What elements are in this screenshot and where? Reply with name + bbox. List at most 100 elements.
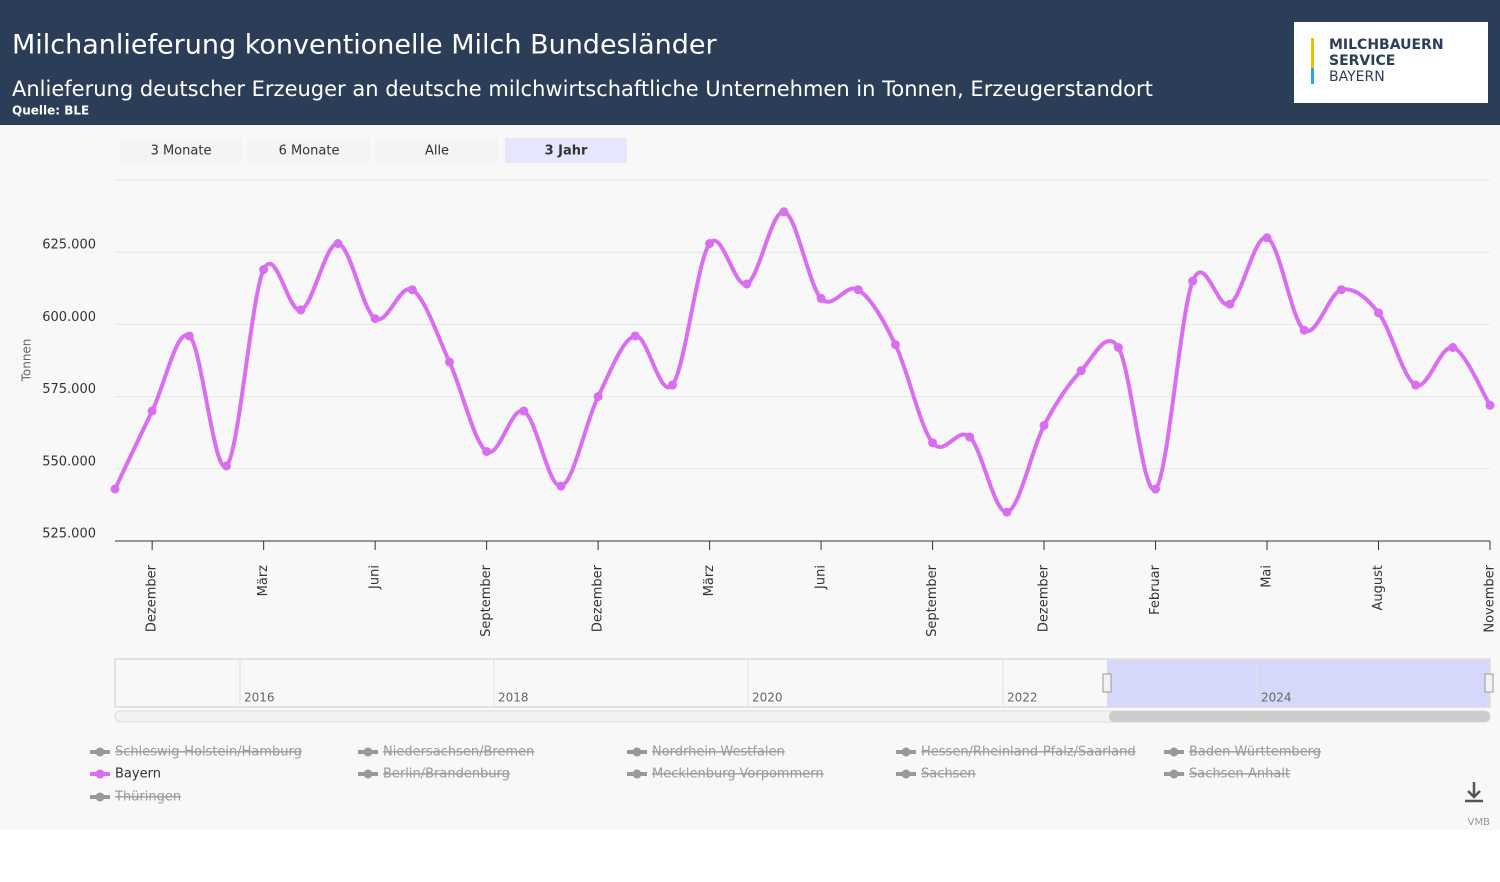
range-button-label[interactable]: 3 Jahr <box>545 144 588 159</box>
data-point <box>742 279 752 289</box>
data-point <box>928 438 938 448</box>
x-tick-label: Dezember <box>591 564 606 632</box>
subtitle: Anlieferung deutscher Erzeuger an deutsc… <box>12 77 1153 101</box>
x-tick-label: Mai <box>1260 565 1275 588</box>
scrollbar-thumb[interactable] <box>1109 711 1490 722</box>
legend-symbol[interactable] <box>632 747 642 757</box>
legend-symbol[interactable] <box>1169 747 1179 757</box>
navigator-selection[interactable] <box>1107 660 1489 707</box>
legend-label[interactable]: Berlin/Brandenburg <box>383 767 510 782</box>
x-tick-label: Juni <box>368 565 383 590</box>
range-button-label[interactable]: 6 Monate <box>279 144 340 159</box>
source: Quelle: BLE <box>12 104 89 118</box>
data-point <box>779 207 789 217</box>
y-axis-title: Tonnen <box>20 339 34 383</box>
data-point <box>1262 233 1272 243</box>
header-bg <box>0 0 1500 125</box>
x-tick-label: Juni <box>814 565 829 590</box>
legend-label[interactable]: Nordrhein-Westfalen <box>652 745 785 760</box>
data-point <box>1188 276 1198 286</box>
legend-label[interactable]: Hessen/Rheinland-Pfalz/Saarland <box>921 745 1136 760</box>
data-point <box>556 481 566 491</box>
data-point <box>444 357 454 367</box>
x-tick-label: September <box>479 564 494 637</box>
logo-bg <box>1294 22 1488 103</box>
x-tick-label: November <box>1483 564 1498 632</box>
legend-label[interactable]: Niedersachsen/Bremen <box>383 745 534 760</box>
data-point <box>147 406 157 416</box>
logo-text: MILCHBAUERN <box>1329 37 1444 53</box>
navigator-label: 2022 <box>1007 691 1038 705</box>
y-tick-label: 525.000 <box>42 527 96 542</box>
data-point <box>407 285 417 295</box>
data-point <box>221 461 231 471</box>
range-button[interactable] <box>376 138 498 163</box>
legend-symbol[interactable] <box>901 747 911 757</box>
data-point <box>1076 366 1086 376</box>
data-point <box>1113 343 1123 353</box>
range-button[interactable] <box>248 138 370 163</box>
y-tick-label: 625.000 <box>42 238 96 253</box>
data-point <box>333 239 343 249</box>
x-tick-label: August <box>1371 565 1386 611</box>
x-tick-label: Dezember <box>145 564 160 632</box>
data-point <box>1411 380 1421 390</box>
data-point <box>1374 308 1384 318</box>
range-button[interactable] <box>120 138 242 163</box>
data-point <box>482 446 492 456</box>
data-point <box>705 239 715 249</box>
legend-label[interactable]: Sachsen <box>921 767 976 782</box>
logo-bar <box>1311 68 1314 84</box>
plot-bg <box>0 125 1500 830</box>
data-point <box>1485 400 1495 410</box>
navigator-label: 2020 <box>752 691 783 705</box>
data-point <box>519 406 529 416</box>
navigator-label: 2018 <box>498 691 529 705</box>
legend-symbol[interactable] <box>363 747 373 757</box>
legend-symbol[interactable] <box>95 747 105 757</box>
credit: VMB <box>1468 817 1490 828</box>
legend-symbol[interactable] <box>1169 769 1179 779</box>
x-tick-label: März <box>256 565 271 597</box>
legend-symbol[interactable] <box>363 769 373 779</box>
data-point <box>1299 325 1309 335</box>
legend-symbol[interactable] <box>95 792 105 802</box>
data-point <box>816 293 826 303</box>
data-point <box>184 331 194 341</box>
data-point <box>1002 507 1012 517</box>
y-tick-label: 550.000 <box>42 454 96 469</box>
data-point <box>1225 299 1235 309</box>
legend-symbol[interactable] <box>95 769 105 779</box>
legend-label[interactable]: Baden-Württemberg <box>1189 745 1321 760</box>
data-point <box>667 380 677 390</box>
legend-symbol[interactable] <box>632 769 642 779</box>
legend-label[interactable]: Thüringen <box>114 790 181 805</box>
data-point <box>890 340 900 350</box>
data-point <box>370 314 380 324</box>
x-tick-label: September <box>925 564 940 637</box>
data-point <box>630 331 640 341</box>
data-point <box>110 484 120 494</box>
range-button-label[interactable]: 3 Monate <box>151 144 212 159</box>
navigator-handle[interactable] <box>1484 673 1494 693</box>
data-point <box>1336 285 1346 295</box>
data-point <box>593 392 603 402</box>
legend-label[interactable]: Sachsen-Anhalt <box>1189 767 1290 782</box>
navigator-label: 2024 <box>1261 691 1292 705</box>
legend-label[interactable]: Schleswig-Holstein/Hamburg <box>115 745 302 760</box>
logo-bar <box>1311 38 1314 68</box>
legend-label[interactable]: Mecklenburg-Vorpommern <box>652 767 824 782</box>
range-button-label[interactable]: Alle <box>425 144 449 159</box>
range-button[interactable] <box>505 138 627 163</box>
download-icon[interactable] <box>1465 782 1483 803</box>
data-point <box>259 265 269 275</box>
x-tick-label: Dezember <box>1037 564 1052 632</box>
legend-label[interactable]: Bayern <box>115 767 161 782</box>
legend-symbol[interactable] <box>901 769 911 779</box>
download-button[interactable] <box>1458 776 1490 806</box>
navigator-handle[interactable] <box>1102 673 1112 693</box>
data-point <box>853 285 863 295</box>
data-point <box>965 432 975 442</box>
